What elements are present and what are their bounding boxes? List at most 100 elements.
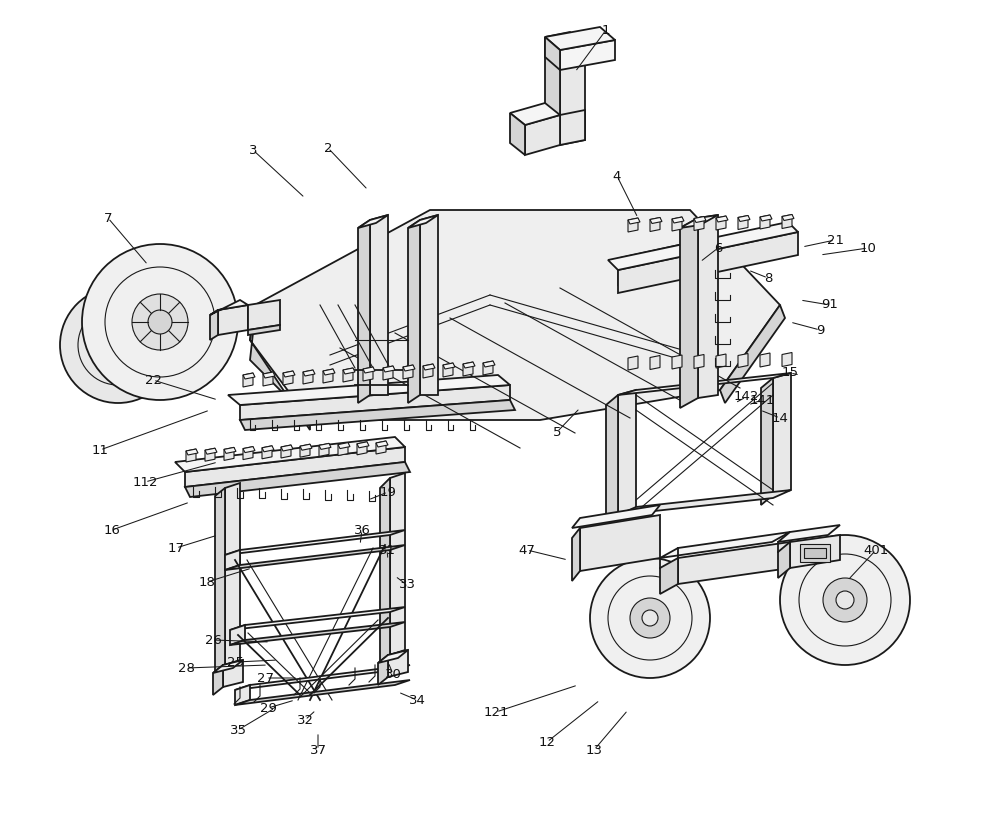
Polygon shape [628,218,638,232]
Text: 141: 141 [749,393,775,406]
Polygon shape [773,373,791,495]
Polygon shape [378,650,408,663]
Polygon shape [720,305,785,403]
Polygon shape [672,217,684,223]
Text: 32: 32 [296,713,314,727]
Circle shape [60,287,176,403]
Polygon shape [694,355,704,369]
Polygon shape [660,558,678,594]
Circle shape [148,310,172,334]
Polygon shape [262,446,272,459]
Polygon shape [423,364,433,378]
Polygon shape [230,622,405,645]
Text: 18: 18 [199,576,215,589]
Polygon shape [338,443,350,448]
Polygon shape [443,363,455,369]
Text: 26: 26 [205,634,221,646]
Polygon shape [243,447,255,452]
Polygon shape [338,443,348,456]
Polygon shape [678,542,790,584]
Polygon shape [250,305,310,430]
Circle shape [630,598,670,638]
Polygon shape [235,685,250,705]
Polygon shape [185,447,405,487]
Polygon shape [483,361,493,375]
Polygon shape [388,650,408,677]
Polygon shape [281,445,293,451]
Text: 6: 6 [714,241,722,255]
Polygon shape [228,375,510,405]
Polygon shape [650,355,660,369]
Polygon shape [235,680,410,705]
Polygon shape [545,37,560,145]
Polygon shape [380,478,390,665]
Polygon shape [672,355,682,369]
Polygon shape [240,385,510,420]
Polygon shape [224,447,236,453]
Polygon shape [248,300,280,330]
Polygon shape [363,367,375,373]
Polygon shape [357,442,369,447]
Circle shape [132,294,188,350]
Polygon shape [618,240,700,286]
Polygon shape [223,660,243,687]
Text: 16: 16 [104,524,120,536]
Polygon shape [608,222,798,270]
Polygon shape [420,215,438,395]
Polygon shape [560,110,585,145]
Polygon shape [738,215,748,230]
Bar [804,548,826,558]
Polygon shape [358,215,388,228]
Text: 36: 36 [354,524,370,536]
Polygon shape [383,366,395,372]
Polygon shape [263,372,275,378]
Text: 19: 19 [380,485,396,498]
Text: 2: 2 [324,141,332,154]
Text: 33: 33 [398,579,416,591]
Polygon shape [403,365,413,379]
Polygon shape [790,535,840,568]
Text: 14: 14 [772,411,788,424]
Polygon shape [694,217,704,231]
Text: 17: 17 [168,542,184,554]
Polygon shape [761,378,773,505]
Polygon shape [283,371,293,385]
Polygon shape [738,215,750,222]
Polygon shape [463,362,475,368]
Polygon shape [672,217,682,231]
Polygon shape [572,528,580,581]
Text: 34: 34 [409,694,425,707]
Polygon shape [716,216,728,222]
Polygon shape [760,215,770,229]
Polygon shape [281,445,291,458]
Text: 29: 29 [260,701,276,714]
Polygon shape [240,400,515,430]
Polygon shape [215,488,225,673]
Polygon shape [186,449,198,455]
Polygon shape [650,218,660,232]
Polygon shape [283,371,295,377]
Polygon shape [250,210,780,420]
Polygon shape [300,444,310,457]
Circle shape [100,327,136,363]
Polygon shape [606,395,618,525]
Polygon shape [230,607,405,630]
Text: 4: 4 [613,169,621,182]
Polygon shape [390,473,405,655]
Text: 30: 30 [385,667,401,681]
Text: 28: 28 [178,662,194,675]
Text: 27: 27 [258,672,274,685]
Polygon shape [319,443,331,449]
Text: 11: 11 [92,443,108,456]
Polygon shape [243,447,253,460]
Polygon shape [213,665,223,695]
Polygon shape [323,369,333,383]
Bar [800,544,830,562]
Polygon shape [343,368,353,382]
Polygon shape [213,660,243,673]
Polygon shape [300,444,312,450]
Circle shape [780,535,910,665]
Polygon shape [760,353,770,367]
Polygon shape [782,214,792,228]
Polygon shape [525,115,560,155]
